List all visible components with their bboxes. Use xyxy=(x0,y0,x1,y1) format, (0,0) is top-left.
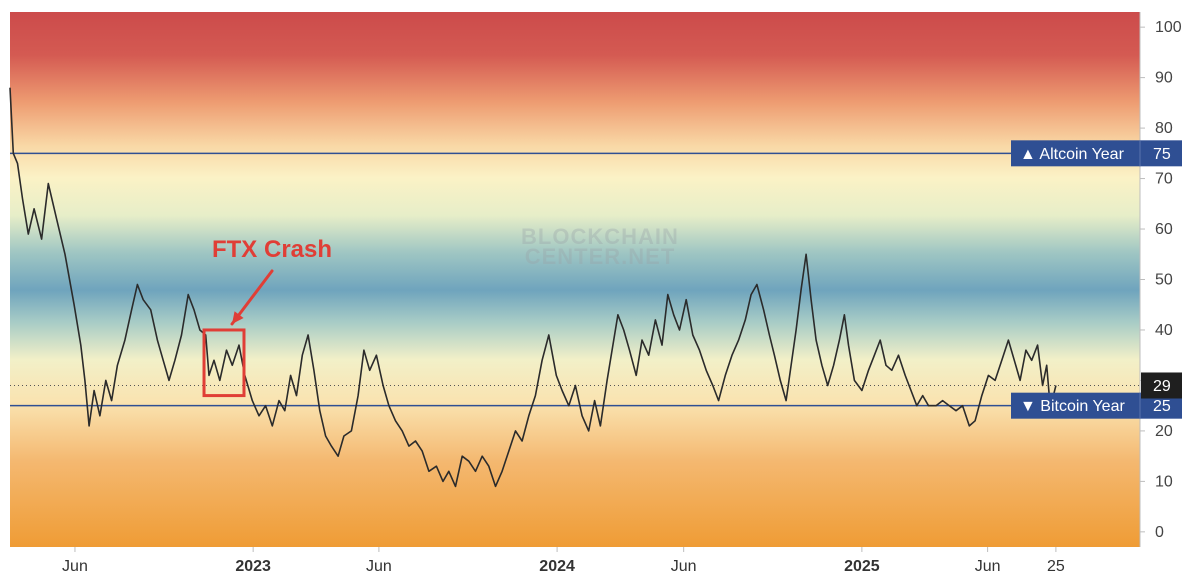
ftx-crash-box xyxy=(202,328,246,398)
y-tick-label: 60 xyxy=(1155,221,1173,238)
y-tick-label: 70 xyxy=(1155,171,1173,188)
y-tick-label: 0 xyxy=(1155,524,1164,541)
reference-tag xyxy=(1011,140,1182,167)
x-tick-label: Jun xyxy=(62,558,88,575)
y-axis-ticks: 0102030405060708090100 xyxy=(1140,19,1182,541)
x-tick-label: Jun xyxy=(366,558,392,575)
y-tick-label: 20 xyxy=(1155,423,1173,440)
series-line xyxy=(9,87,1057,488)
x-tick-label: 2024 xyxy=(539,558,575,575)
x-tick-label: 2025 xyxy=(844,558,880,575)
series-group xyxy=(9,87,1057,488)
x-tick-label: 25 xyxy=(1047,558,1065,575)
annotation-group: FTX Crash xyxy=(202,236,332,398)
current-value-tag xyxy=(1141,372,1182,399)
x-tick-label: Jun xyxy=(975,558,1001,575)
watermark-line-1: BLOCKCHAIN xyxy=(521,224,679,249)
current-value-label: 29 xyxy=(1153,378,1171,395)
reference-tag-label: ▲ Altcoin Year xyxy=(1020,146,1125,163)
reference-tag-label: ▼ Bitcoin Year xyxy=(1020,398,1125,415)
reference-lines xyxy=(10,152,1140,407)
y-tick-label: 80 xyxy=(1155,120,1173,137)
annotation-label: FTX Crash xyxy=(212,236,332,263)
y-axis-panel xyxy=(1141,12,1200,547)
axis-tags: ▲ Altcoin Year 75 ▼ Bitcoin Year 25 29 xyxy=(1011,140,1182,419)
watermark-line-2: CENTER.NET xyxy=(525,244,676,269)
reference-tag-value: 75 xyxy=(1153,146,1171,163)
x-tick-label: 2023 xyxy=(235,558,271,575)
y-tick-label: 90 xyxy=(1155,70,1173,87)
watermark: BLOCKCHAIN CENTER.NET xyxy=(521,224,679,269)
y-tick-label: 100 xyxy=(1155,19,1182,36)
x-tick-label: Jun xyxy=(671,558,697,575)
y-tick-label: 40 xyxy=(1155,322,1173,339)
reference-tag-value: 25 xyxy=(1153,398,1171,415)
plot-background xyxy=(10,12,1140,547)
y-tick-label: 10 xyxy=(1155,473,1173,490)
y-tick-label: 50 xyxy=(1155,272,1173,289)
x-axis-ticks: Jun 2023 Jun 2024 Jun 2025 Jun 25 xyxy=(62,547,1065,575)
annotation-arrow-head xyxy=(232,311,244,324)
